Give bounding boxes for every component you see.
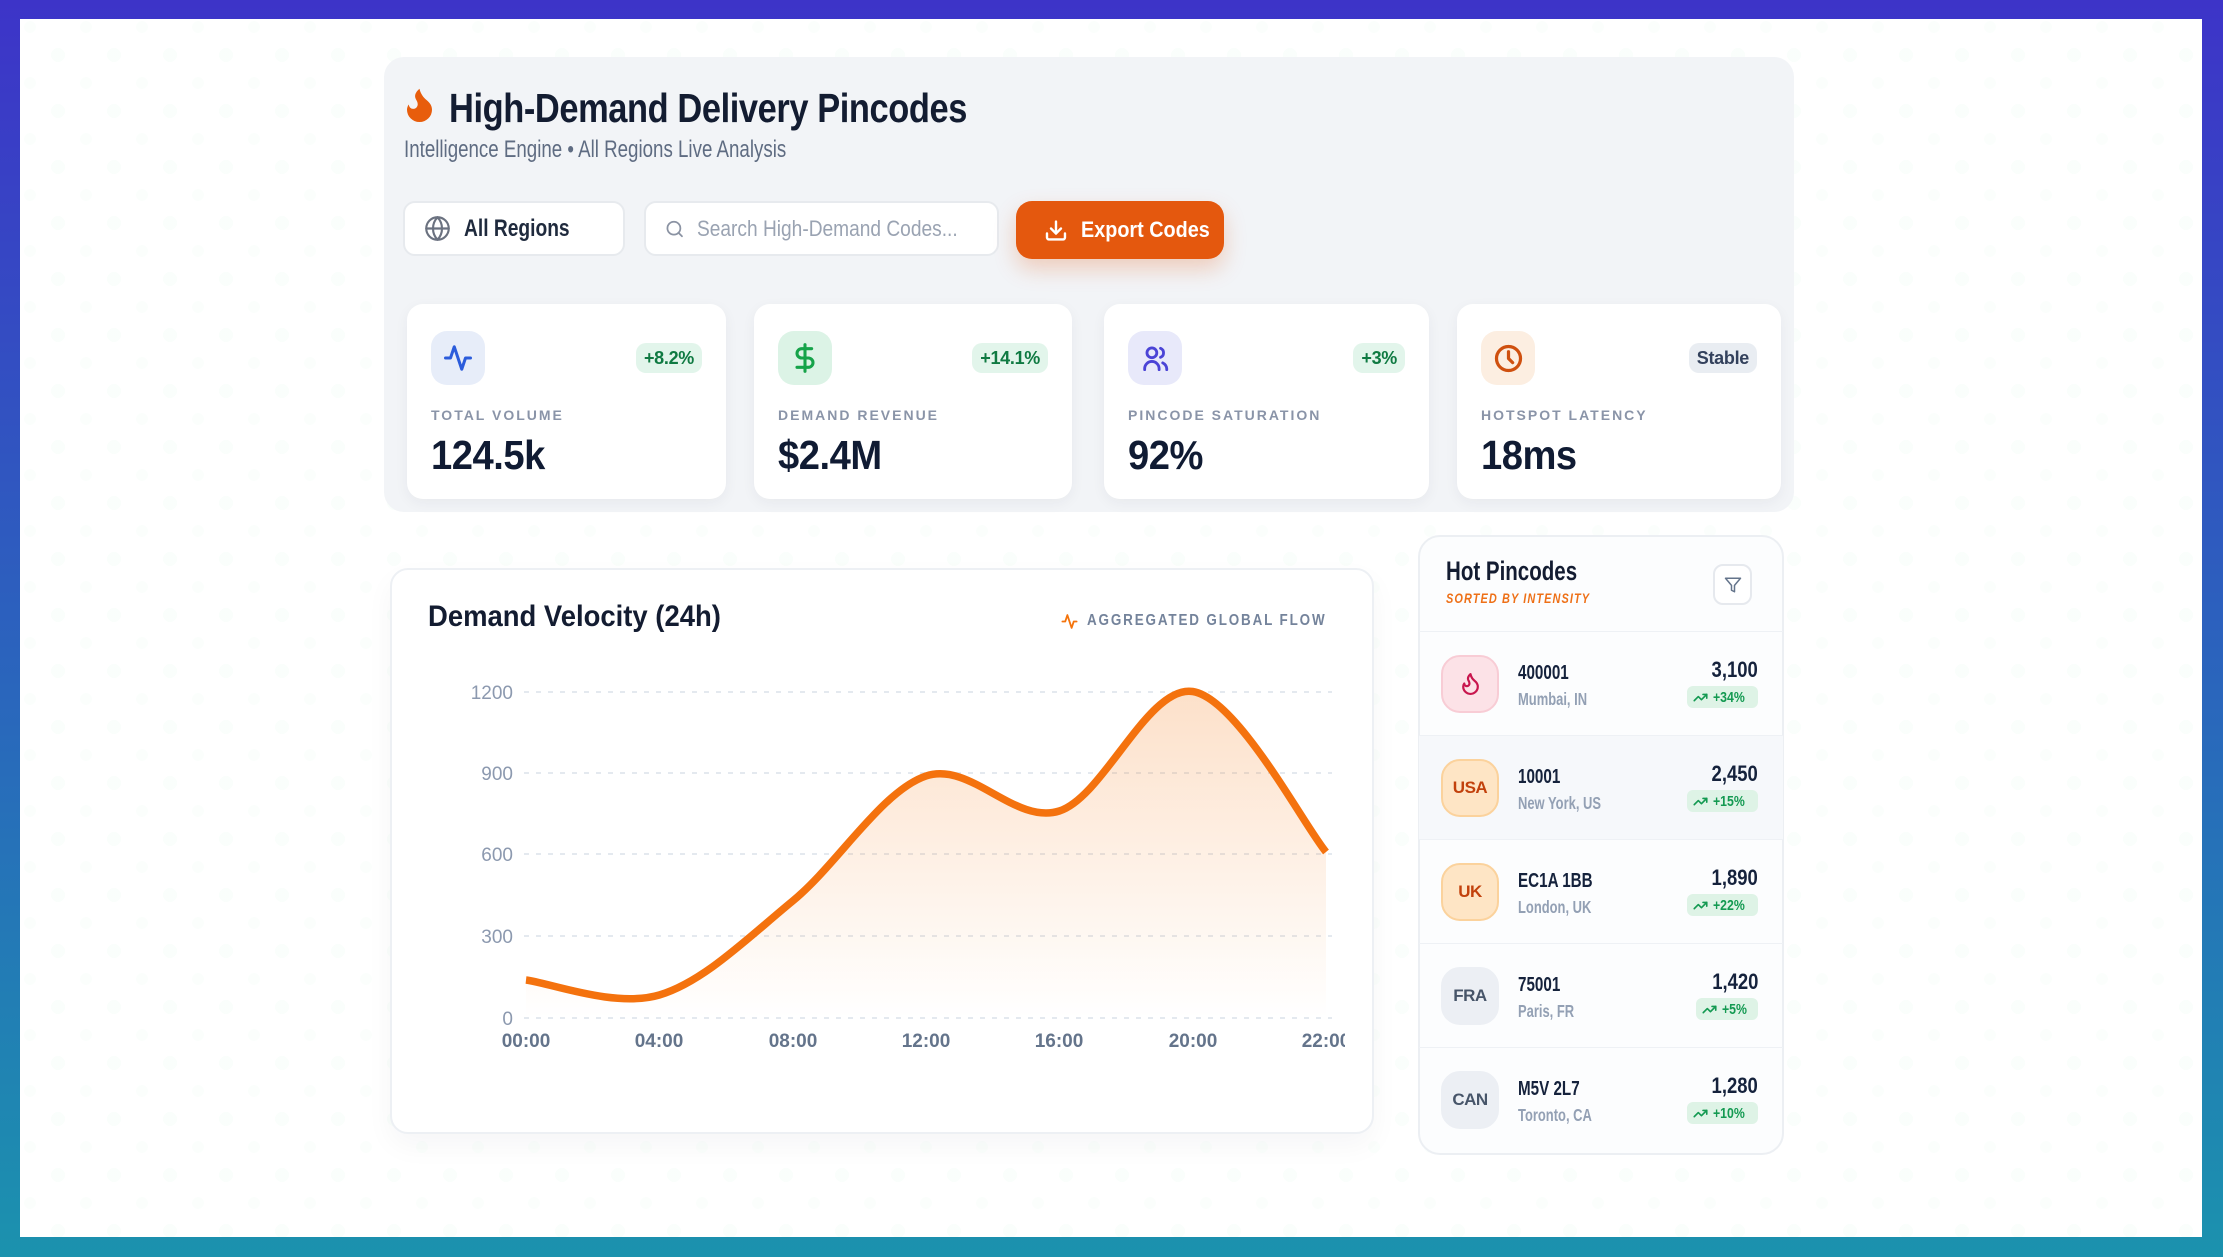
- svg-text:08:00: 08:00: [769, 1031, 818, 1052]
- svg-text:12:00: 12:00: [902, 1031, 951, 1052]
- svg-text:900: 900: [481, 764, 513, 785]
- svg-text:16:00: 16:00: [1035, 1031, 1084, 1052]
- svg-text:00:00: 00:00: [502, 1031, 551, 1052]
- svg-text:04:00: 04:00: [635, 1031, 684, 1052]
- svg-text:1200: 1200: [471, 683, 513, 704]
- svg-text:300: 300: [481, 927, 513, 948]
- svg-text:0: 0: [502, 1009, 513, 1030]
- svg-text:22:00: 22:00: [1302, 1031, 1345, 1052]
- svg-text:600: 600: [481, 845, 513, 866]
- svg-text:20:00: 20:00: [1169, 1031, 1218, 1052]
